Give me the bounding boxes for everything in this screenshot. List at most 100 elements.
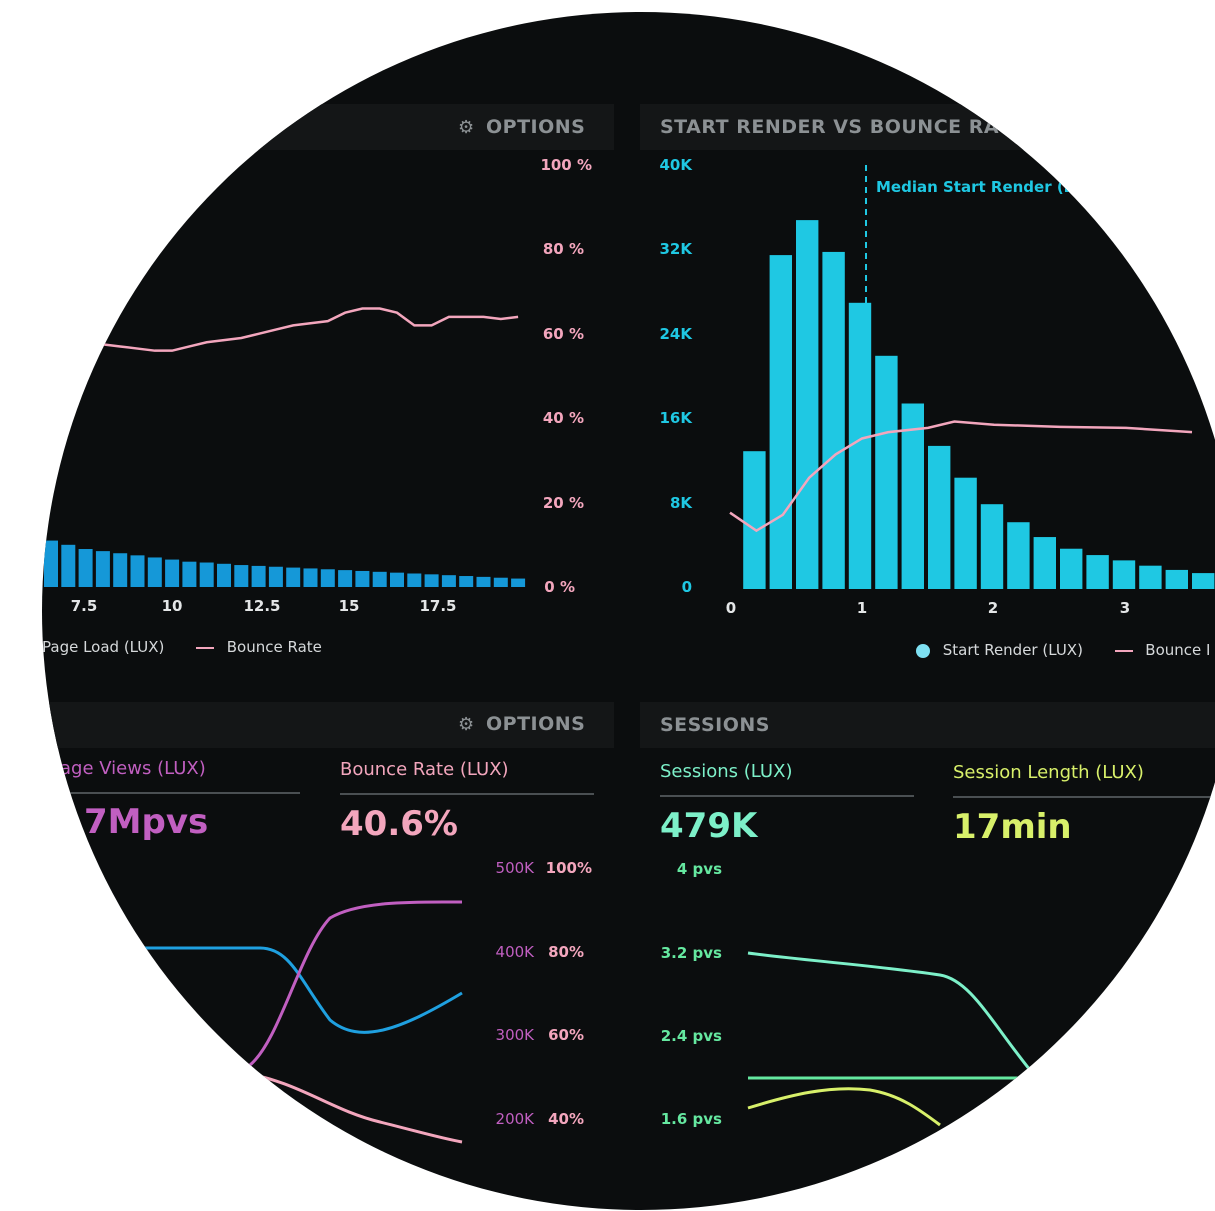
y-tick-label: 500K: [495, 859, 534, 877]
y-tick-label: 32K: [659, 240, 693, 258]
lime-series-line: [747, 1087, 941, 1127]
start-render-bar: [928, 445, 951, 589]
page-load-bar: [303, 568, 318, 587]
metric-label-page-views: age Views (LUX): [60, 758, 206, 779]
y-tick-label: 300K: [495, 1026, 534, 1044]
start-render-bar: [1112, 560, 1136, 589]
start-render-bar: [1033, 537, 1056, 589]
y-tick-label: 0: [681, 578, 692, 596]
pink-series-line: [239, 1070, 463, 1144]
y-tick-label: 40K: [659, 156, 693, 174]
page-load-bar: [113, 553, 128, 587]
x-tick-label: 7.5: [70, 597, 98, 615]
options-button[interactable]: OPTIONS: [486, 116, 586, 138]
y-tick-label: 0 %: [544, 578, 575, 596]
panel-title: START RENDER VS BOUNCE RA: [660, 116, 1000, 138]
page-load-bar: [44, 540, 58, 587]
y-tick-label: 16K: [659, 409, 693, 427]
x-tick-label: 1: [856, 599, 868, 617]
page-load-bar: [407, 573, 422, 587]
y-tick-label: 60 %: [542, 325, 584, 343]
panel-title: SESSIONS: [660, 714, 770, 736]
legend-line-swatch: [195, 646, 214, 649]
page-load-bar: [441, 575, 456, 587]
metric-value-page-views: 7Mpvs: [84, 802, 209, 842]
x-tick-label: 3: [1119, 599, 1131, 617]
page-load-bar: [476, 576, 491, 587]
page-load-bar: [338, 570, 353, 587]
start-render-bar: [769, 255, 792, 589]
dashboard: ⚙ OPTIONS 100 % 80 % 60 % 40 % 20 % 0 % …: [42, 12, 1215, 1210]
metric-value-sessions: 479K: [660, 806, 758, 846]
y-tick-label: 80%: [548, 943, 584, 961]
panel-header-page-load: [42, 104, 614, 150]
start-render-bar: [1060, 548, 1083, 589]
y-tick-label: 400K: [495, 943, 534, 961]
x-tick-label: 10: [161, 597, 183, 615]
page-load-bar: [355, 570, 370, 587]
legend-line-swatch: [1114, 649, 1133, 652]
start-render-bar: [875, 355, 898, 589]
start-render-bar: [1007, 522, 1030, 589]
legend-item-start-render: Start Render (LUX): [942, 641, 1083, 659]
start-render-bar: [901, 403, 924, 589]
metric-label-sessions: Sessions (LUX): [660, 761, 793, 782]
metric-value-session-length: 17min: [953, 807, 1072, 847]
start-render-bar: [954, 477, 977, 589]
start-render-bar: [1192, 573, 1215, 589]
legend-start-render: Start Render (LUX) Bounce I: [916, 641, 1210, 659]
page-load-bar: [61, 544, 76, 587]
x-tick-label: 17.5: [419, 597, 457, 615]
gear-icon[interactable]: ⚙: [458, 117, 475, 138]
y-tick-label: 3.2 pvs: [660, 944, 722, 962]
dashboard-photo-frame: ⚙ OPTIONS 100 % 80 % 60 % 40 % 20 % 0 % …: [42, 12, 1215, 1210]
page-load-bar: [268, 566, 283, 587]
start-render-bar: [1139, 565, 1162, 589]
page-load-bar: [95, 551, 110, 587]
start-render-bar: [1086, 555, 1109, 589]
y-tick-label: 100 %: [540, 156, 592, 174]
page-load-bar: [511, 578, 526, 587]
legend-item-bounce: Bounce I: [1145, 641, 1211, 659]
page-load-bar: [182, 561, 197, 587]
y-tick-label: 20 %: [542, 494, 584, 512]
divider: [340, 793, 594, 795]
page-load-bar: [320, 569, 335, 587]
y-tick-label: 40 %: [542, 409, 584, 427]
blue-series-line: [140, 946, 463, 1034]
teal-series-line: [747, 951, 1032, 1071]
page-load-bar: [459, 576, 474, 587]
legend-dot-swatch: [916, 643, 930, 658]
x-tick-label: 0: [725, 599, 737, 617]
page-load-bar: [199, 562, 214, 587]
y-tick-label: 200K: [495, 1110, 534, 1128]
bounce-rate-line: [729, 420, 1193, 533]
median-annotation: Median Start Render (L: [876, 178, 1074, 196]
y-tick-label: 60%: [548, 1026, 584, 1044]
panel-header-page-views: [42, 702, 614, 748]
y-tick-label: 4 pvs: [676, 860, 722, 878]
start-render-bar: [822, 251, 845, 590]
legend-page-load: Page Load (LUX) Bounce Rate: [42, 638, 322, 656]
page-load-bar: [493, 577, 508, 587]
page-load-bar: [217, 563, 231, 587]
start-render-bar: [796, 220, 819, 589]
x-tick-label: 12.5: [243, 597, 281, 615]
metric-label-bounce-rate: Bounce Rate (LUX): [340, 759, 509, 780]
panel-header-start-render: [640, 104, 1215, 150]
gear-icon[interactable]: ⚙: [458, 714, 475, 735]
page-load-bar: [165, 559, 180, 587]
y-tick-label: 2.4 pvs: [660, 1027, 722, 1045]
page-load-bar: [130, 555, 145, 587]
legend-item-bounce-rate: Bounce Rate: [226, 638, 322, 656]
start-render-chart: [729, 165, 1215, 590]
divider: [953, 796, 1215, 798]
options-button[interactable]: OPTIONS: [486, 713, 586, 735]
start-render-bar: [980, 504, 1004, 589]
legend-item-page-load: Page Load (LUX): [42, 638, 165, 656]
y-tick-label: 1.6 pvs: [660, 1110, 722, 1128]
y-tick-label: 24K: [659, 325, 693, 343]
y-tick-label: 80 %: [542, 240, 584, 258]
x-tick-label: 15: [338, 597, 360, 615]
divider: [60, 792, 300, 794]
